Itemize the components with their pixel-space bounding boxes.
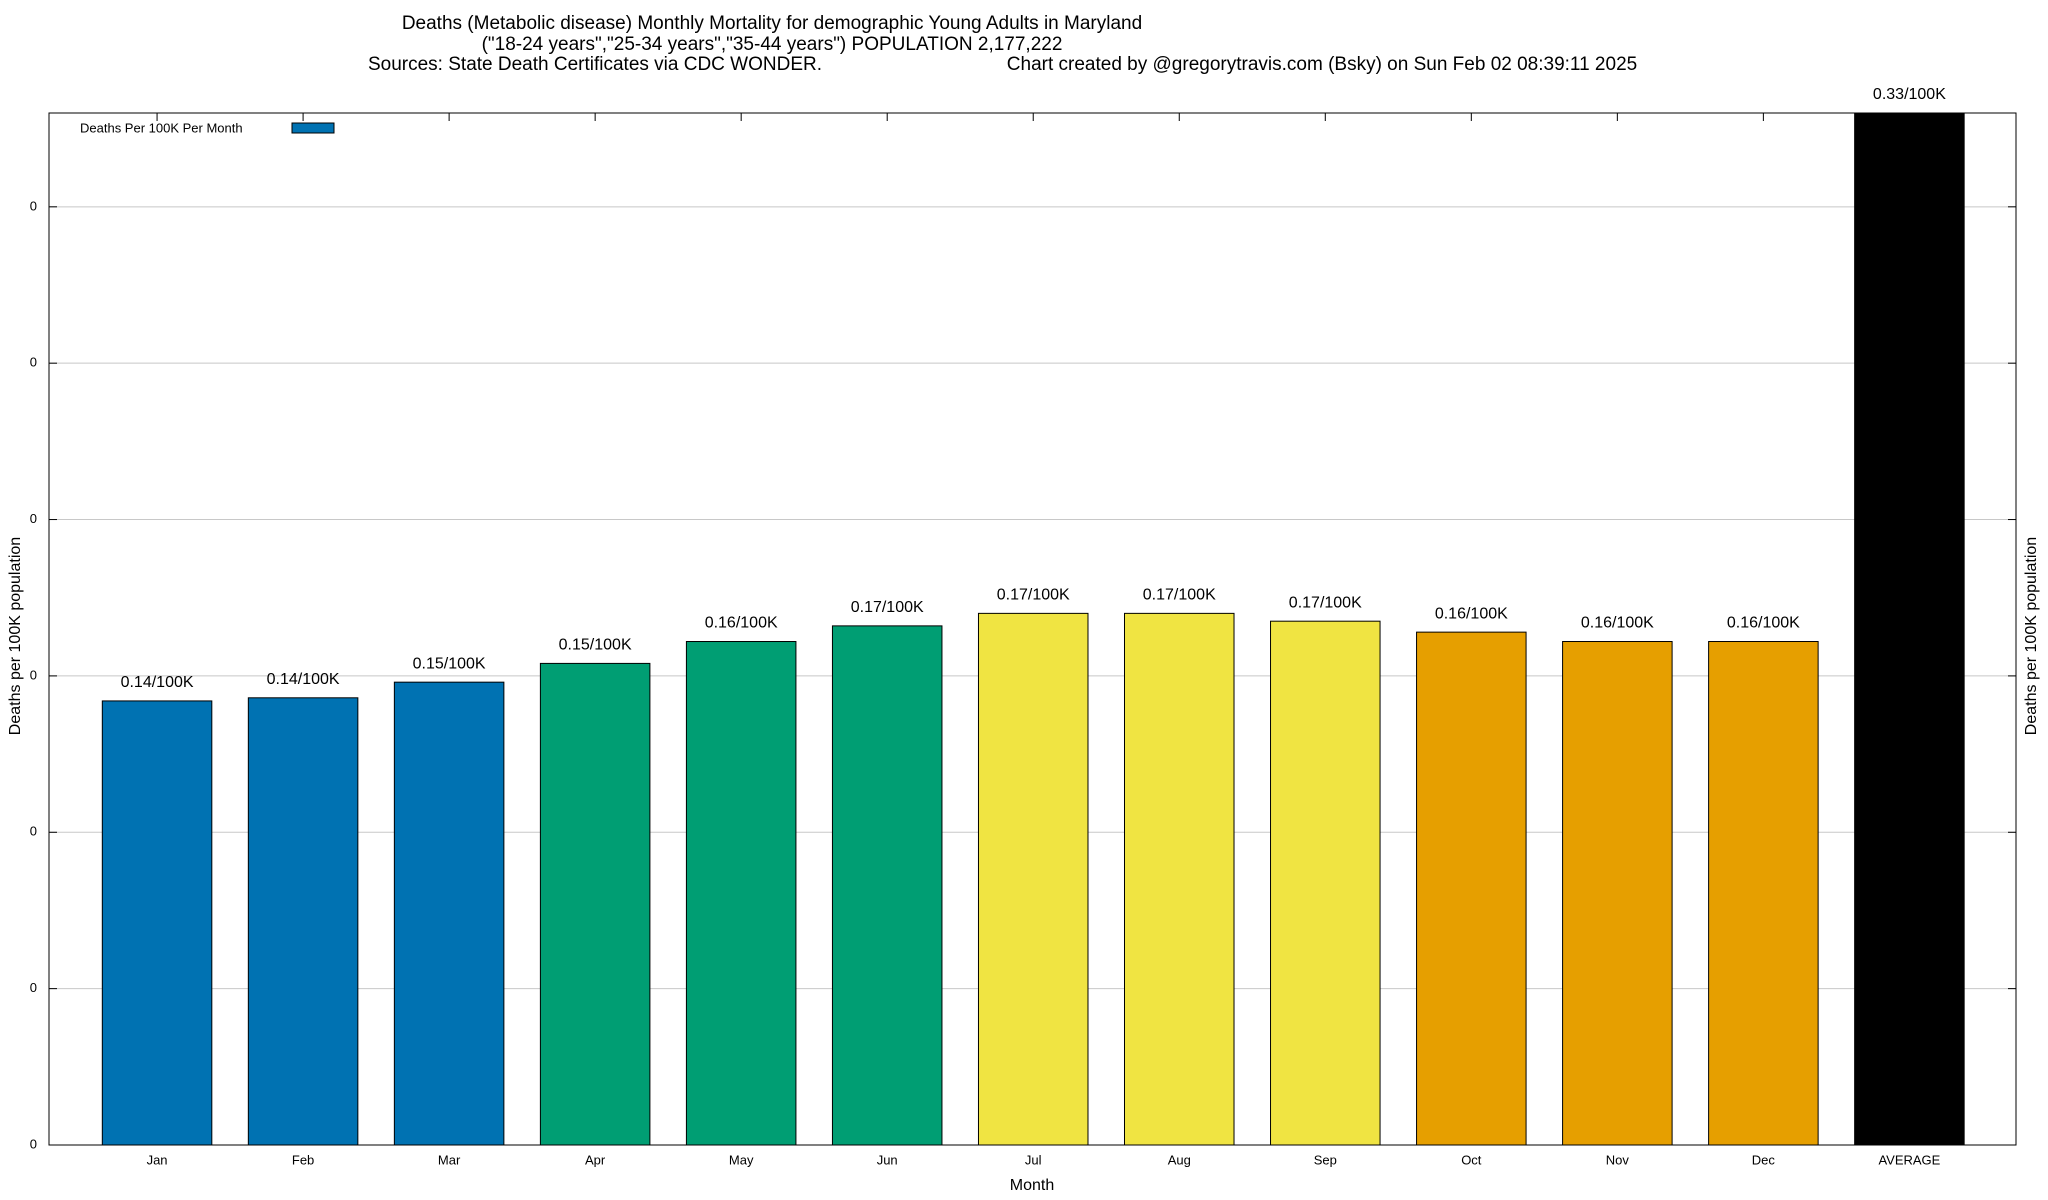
value-label: 0.33/100K (1873, 86, 1946, 103)
x-tick-label: Nov (1606, 1152, 1630, 1167)
value-label: 0.14/100K (121, 674, 194, 691)
bar (1123, 612, 1235, 1146)
x-tick-label: Jun (877, 1152, 898, 1167)
y-tick-label: 0 (30, 198, 37, 213)
bar (393, 681, 505, 1146)
legend-label: Deaths Per 100K Per Month (80, 120, 243, 135)
x-tick-label: Aug (1168, 1152, 1191, 1167)
credit: Chart created by @gregorytravis.com (Bsk… (1007, 54, 1637, 75)
value-label: 0.15/100K (559, 637, 632, 654)
value-label: 0.16/100K (1581, 615, 1654, 632)
bar (831, 625, 943, 1146)
bar (1854, 112, 1965, 1146)
x-tick-label: Oct (1461, 1152, 1482, 1167)
value-label: 0.16/100K (1727, 615, 1800, 632)
plot-frame (48, 112, 2017, 1146)
chart-subtitle: ("18-24 years","25-34 years","35-44 year… (482, 34, 1063, 55)
x-tick-label: AVERAGE (1878, 1152, 1940, 1167)
x-tick-label: Dec (1752, 1152, 1776, 1167)
y-tick-label: 0 (30, 824, 37, 839)
value-label: 0.16/100K (705, 615, 778, 632)
x-tick-label: Sep (1314, 1152, 1337, 1167)
bar (685, 641, 797, 1146)
x-axis-label: Month (1010, 1177, 1054, 1194)
chart-title: Deaths (Metabolic disease) Monthly Morta… (402, 13, 1142, 34)
y-tick-label: 0 (30, 511, 37, 526)
y-axis-label: Deaths per 100K population (7, 537, 24, 735)
x-tick-label: Jul (1025, 1152, 1042, 1167)
bar (1270, 620, 1381, 1146)
value-label: 0.16/100K (1435, 605, 1508, 622)
y2-axis-label: Deaths per 100K population (2023, 537, 2040, 735)
value-label: 0.17/100K (851, 599, 924, 616)
y-tick-label: 0 (30, 355, 37, 370)
bar (977, 612, 1089, 1146)
value-label: 0.15/100K (413, 655, 486, 672)
bar (1708, 641, 1819, 1146)
sources: Sources: State Death Certificates via CD… (368, 54, 822, 75)
y-tick-label: 0 (30, 1136, 37, 1151)
y-tick-label: 0 (30, 980, 37, 995)
x-tick-label: May (729, 1152, 754, 1167)
value-label: 0.17/100K (997, 587, 1070, 604)
bar (101, 700, 213, 1146)
x-tick-label: Jan (147, 1152, 168, 1167)
x-tick-label: Apr (585, 1152, 606, 1167)
x-tick-label: Feb (292, 1152, 314, 1167)
x-tick-label: Mar (438, 1152, 461, 1167)
bar (1416, 631, 1527, 1146)
value-label: 0.14/100K (267, 671, 340, 688)
y-tick-label: 0 (30, 667, 37, 682)
bar (539, 662, 651, 1146)
bar (247, 697, 359, 1146)
bar (1562, 641, 1673, 1146)
legend-swatch (291, 122, 335, 134)
value-label: 0.17/100K (1143, 587, 1216, 604)
value-label: 0.17/100K (1289, 594, 1362, 611)
